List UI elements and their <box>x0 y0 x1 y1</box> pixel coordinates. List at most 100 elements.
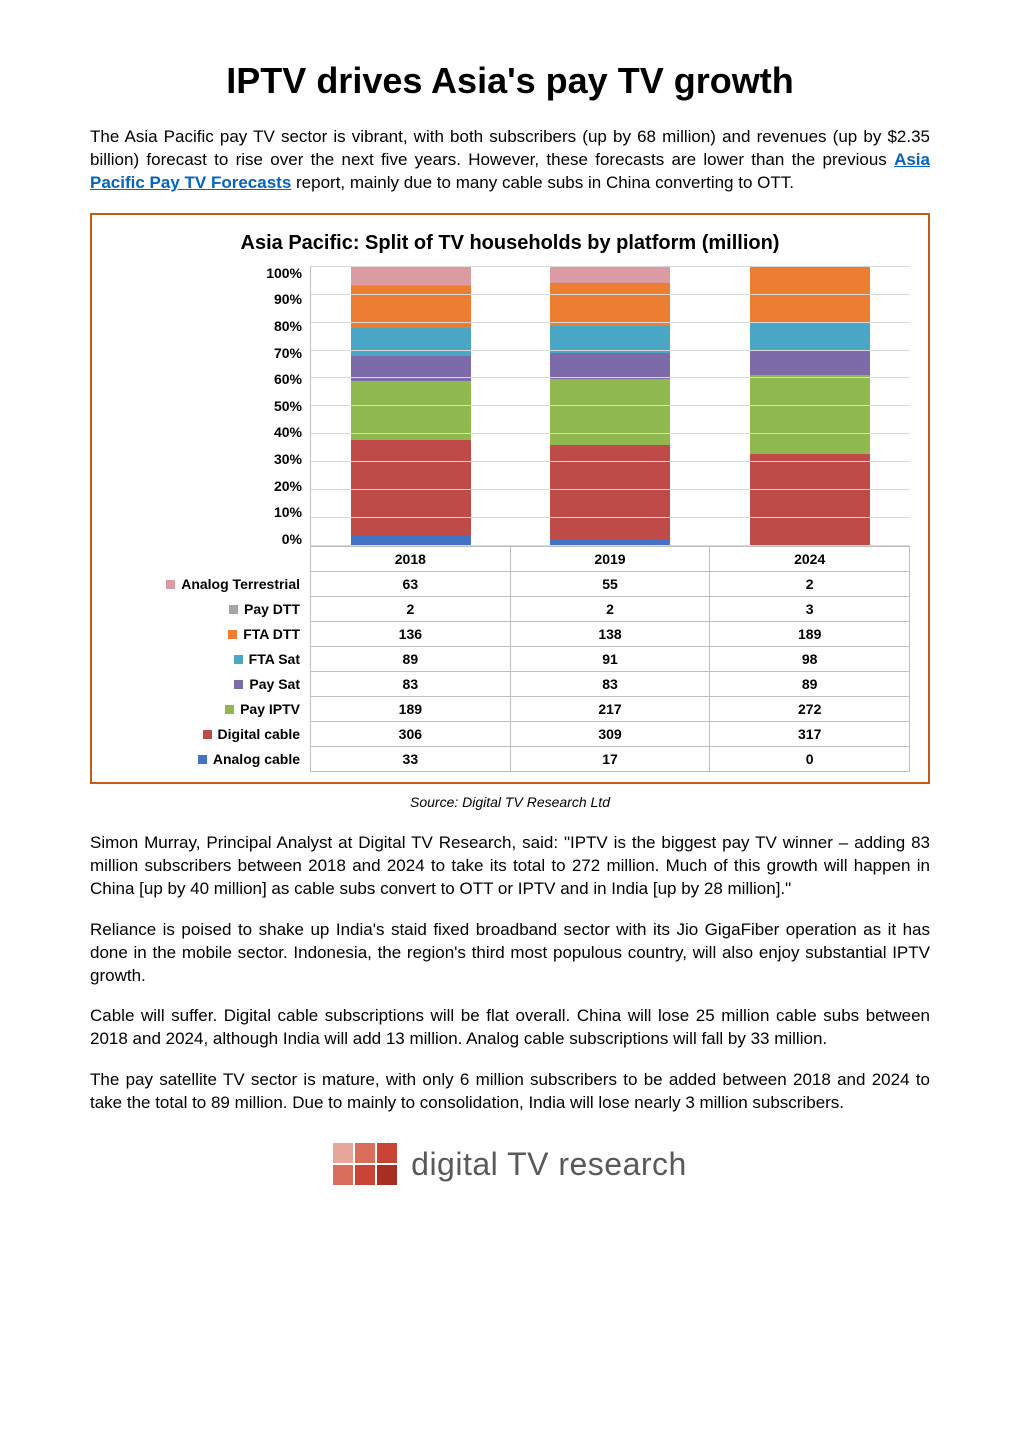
cable-paragraph: Cable will suffer. Digital cable subscri… <box>90 1005 930 1051</box>
intro-text-b: report, mainly due to many cable subs in… <box>291 173 794 192</box>
table-cell: 91 <box>511 647 711 672</box>
legend-swatch-icon <box>166 580 175 589</box>
table-cell: 83 <box>310 672 511 697</box>
table-cell: 55 <box>511 572 711 597</box>
bar-segment <box>550 445 670 540</box>
chart-container: Asia Pacific: Split of TV households by … <box>90 213 930 784</box>
table-cell: 217 <box>511 697 711 722</box>
legend-swatch-icon <box>229 605 238 614</box>
table-header-cell: 2024 <box>710 546 910 572</box>
yaxis-tick: 50% <box>274 399 302 413</box>
table-cell: 138 <box>511 622 711 647</box>
table-cell: 98 <box>710 647 910 672</box>
yaxis-tick: 60% <box>274 372 302 386</box>
table-cell: 189 <box>710 622 910 647</box>
yaxis-tick: 70% <box>274 346 302 360</box>
series-label: Digital cable <box>218 726 300 742</box>
table-cell: 17 <box>511 747 711 772</box>
series-label: Pay IPTV <box>240 701 300 717</box>
table-cell: 272 <box>710 697 910 722</box>
bar-segment <box>550 379 670 445</box>
yaxis-tick: 90% <box>274 292 302 306</box>
chart-source: Source: Digital TV Research Ltd <box>90 794 930 810</box>
table-row: Pay Sat838389 <box>110 672 910 697</box>
series-label: FTA Sat <box>249 651 300 667</box>
table-header-cell: 2018 <box>310 546 511 572</box>
chart-plot-area: 100% 90% 80% 70% 60% 50% 40% 30% 20% 10% 0% <box>110 266 910 546</box>
reliance-paragraph: Reliance is poised to shake up India's s… <box>90 919 930 988</box>
yaxis-tick: 40% <box>274 425 302 439</box>
logo-tile <box>333 1165 353 1185</box>
legend-swatch-icon <box>234 655 243 664</box>
series-label: Pay DTT <box>244 601 300 617</box>
yaxis-tick: 10% <box>274 505 302 519</box>
table-cell: 2 <box>710 572 910 597</box>
series-label: Pay Sat <box>249 676 300 692</box>
chart-data-table: 201820192024 Analog Terrestrial 63552 Pay D… <box>110 546 910 772</box>
table-cell: 2 <box>310 597 511 622</box>
table-row: FTA Sat 899198 <box>110 647 910 672</box>
table-row: Pay IPTV 189217272 <box>110 697 910 722</box>
bar-segment <box>750 375 870 453</box>
bar-segment <box>351 266 471 286</box>
table-cell: 2 <box>511 597 711 622</box>
legend-swatch-icon <box>198 755 207 764</box>
logo-mark-icon <box>333 1143 397 1185</box>
table-row: Digital cable 306309317 <box>110 722 910 747</box>
intro-text-a: The Asia Pacific pay TV sector is vibran… <box>90 127 930 169</box>
chart-title: Asia Pacific: Split of TV households by … <box>110 231 910 256</box>
yaxis-tick: 30% <box>274 452 302 466</box>
yaxis-tick: 0% <box>282 532 302 546</box>
yaxis-tick: 80% <box>274 319 302 333</box>
table-row: Analog Terrestrial 63552 <box>110 572 910 597</box>
table-row: FTA DTT 136138189 <box>110 622 910 647</box>
table-header-cell: 2019 <box>511 546 711 572</box>
table-cell: 63 <box>310 572 511 597</box>
bar-segment <box>750 350 870 376</box>
legend-swatch-icon <box>225 705 234 714</box>
table-cell: 3 <box>710 597 910 622</box>
table-cell: 0 <box>710 747 910 772</box>
bar-segment <box>351 440 471 535</box>
table-cell: 83 <box>511 672 711 697</box>
logo-tile <box>333 1143 353 1163</box>
bar-segment <box>550 353 670 378</box>
bar-segment <box>351 535 471 545</box>
bar-segment <box>351 381 471 440</box>
table-cell: 33 <box>310 747 511 772</box>
logo-tile <box>355 1165 375 1185</box>
footer-logo: digital TV research <box>90 1143 930 1185</box>
intro-paragraph: The Asia Pacific pay TV sector is vibran… <box>90 126 930 195</box>
series-label: FTA DTT <box>243 626 300 642</box>
table-row: Pay DTT223 <box>110 597 910 622</box>
table-cell: 136 <box>310 622 511 647</box>
table-cell: 306 <box>310 722 511 747</box>
bar-segment <box>750 454 870 545</box>
chart-plot <box>310 266 910 546</box>
logo-tile <box>377 1143 397 1163</box>
table-cell: 89 <box>310 647 511 672</box>
legend-swatch-icon <box>203 730 212 739</box>
legend-swatch-icon <box>228 630 237 639</box>
table-cell: 89 <box>710 672 910 697</box>
logo-tile <box>377 1165 397 1185</box>
bar-segment <box>550 266 670 283</box>
table-row: Analog cable 33170 <box>110 747 910 772</box>
table-cell: 189 <box>310 697 511 722</box>
series-label: Analog cable <box>213 751 300 767</box>
bar-segment <box>550 283 670 325</box>
satellite-paragraph: The pay satellite TV sector is mature, w… <box>90 1069 930 1115</box>
legend-swatch-icon <box>234 680 243 689</box>
chart-yaxis: 100% 90% 80% 70% 60% 50% 40% 30% 20% 10% 0% <box>110 266 310 546</box>
table-cell: 309 <box>511 722 711 747</box>
bar-segment <box>351 328 471 356</box>
bar-segment <box>750 322 870 350</box>
table-cell: 317 <box>710 722 910 747</box>
quote-paragraph: Simon Murray, Principal Analyst at Digit… <box>90 832 930 901</box>
series-label: Analog Terrestrial <box>181 576 300 592</box>
yaxis-tick: 20% <box>274 479 302 493</box>
logo-text: digital TV research <box>411 1146 687 1183</box>
logo-tile <box>355 1143 375 1163</box>
yaxis-tick: 100% <box>266 266 302 280</box>
page-title: IPTV drives Asia's pay TV growth <box>90 60 930 102</box>
